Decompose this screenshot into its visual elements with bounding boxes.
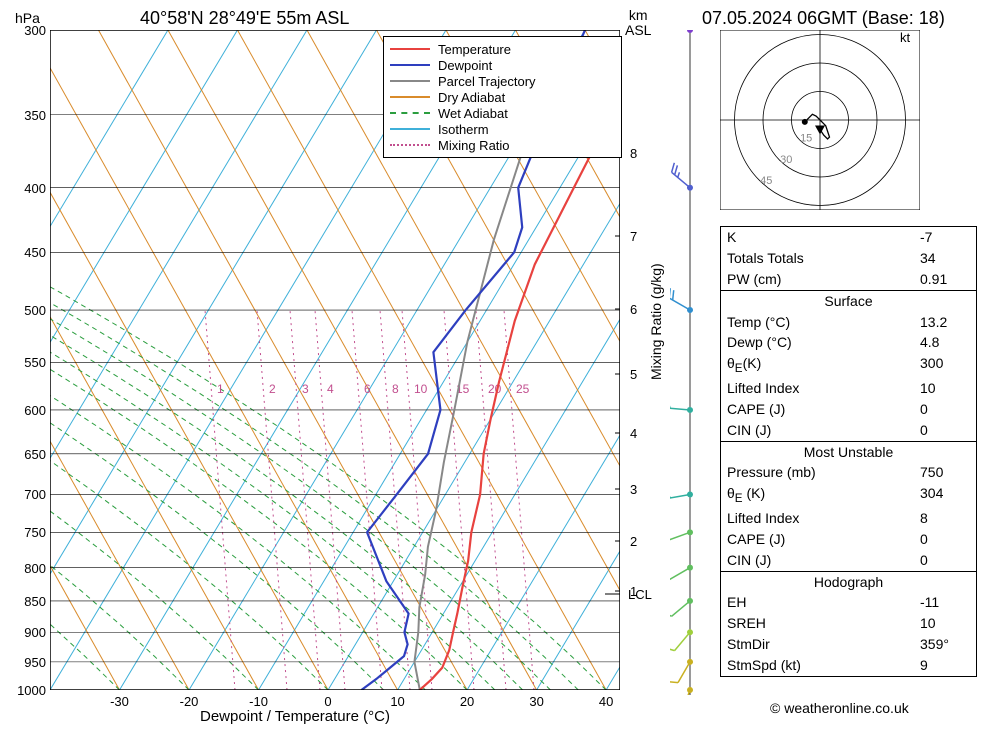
svg-text:25: 25 [516, 382, 530, 396]
xtick-temp: 0 [324, 694, 331, 709]
ytick-pressure: 500 [6, 303, 46, 318]
ytick-altitude: 8 [630, 146, 637, 161]
xtick-temp: 10 [390, 694, 404, 709]
ytick-pressure: 450 [6, 245, 46, 260]
xtick-temp: -30 [110, 694, 129, 709]
param-row: StmSpd (kt)9 [721, 655, 976, 676]
svg-text:10: 10 [414, 382, 428, 396]
param-row: CIN (J)0 [721, 420, 976, 441]
svg-text:1: 1 [217, 382, 224, 396]
ytick-altitude: 6 [630, 302, 637, 317]
ytick-altitude: 4 [630, 426, 637, 441]
xlabel: Dewpoint / Temperature (°C) [200, 708, 390, 725]
lcl-label: LCL [628, 587, 652, 602]
ytick-pressure: 650 [6, 447, 46, 462]
param-row: θE (K)304 [721, 483, 976, 508]
param-section-header: Surface [721, 290, 976, 312]
param-row: Lifted Index8 [721, 508, 976, 529]
svg-text:15: 15 [800, 132, 812, 144]
legend-item: Isotherm [390, 121, 615, 137]
ytick-pressure: 1000 [6, 683, 46, 698]
param-section-header: Most Unstable [721, 441, 976, 463]
ytick-pressure: 900 [6, 625, 46, 640]
ytick-pressure: 800 [6, 561, 46, 576]
svg-text:30: 30 [780, 154, 792, 166]
xtick-temp: 20 [460, 694, 474, 709]
svg-text:45: 45 [760, 175, 772, 187]
svg-text:3: 3 [302, 382, 309, 396]
svg-text:4: 4 [327, 382, 334, 396]
ytick-altitude: 2 [630, 534, 637, 549]
param-row: K-7 [721, 227, 976, 248]
legend-item: Mixing Ratio [390, 137, 615, 153]
param-row: Dewp (°C)4.8 [721, 332, 976, 353]
title-left: 40°58'N 28°49'E 55m ASL [140, 8, 349, 29]
ytick-pressure: 550 [6, 355, 46, 370]
param-row: Totals Totals34 [721, 248, 976, 269]
legend-item: Dewpoint [390, 57, 615, 73]
ytick-pressure: 950 [6, 655, 46, 670]
svg-text:6: 6 [364, 382, 371, 396]
param-row: Pressure (mb)750 [721, 462, 976, 483]
ytick-pressure: 850 [6, 594, 46, 609]
param-row: SREH10 [721, 613, 976, 634]
ylabel-right-km: kmASL [625, 8, 651, 39]
param-row: PW (cm)0.91 [721, 269, 976, 290]
ytick-pressure: 300 [6, 23, 46, 38]
param-row: CIN (J)0 [721, 550, 976, 571]
legend-item: Dry Adiabat [390, 89, 615, 105]
param-section-header: Hodograph [721, 571, 976, 593]
ytick-pressure: 750 [6, 525, 46, 540]
svg-text:2: 2 [269, 382, 276, 396]
ytick-altitude: 5 [630, 367, 637, 382]
param-row: CAPE (J)0 [721, 399, 976, 420]
copyright-text: © weatheronline.co.uk [770, 700, 909, 716]
ytick-pressure: 350 [6, 108, 46, 123]
parameters-table: K-7Totals Totals34PW (cm)0.91SurfaceTemp… [720, 226, 977, 677]
param-row: Lifted Index10 [721, 378, 976, 399]
wind-barb-column [670, 30, 710, 695]
legend-item: Parcel Trajectory [390, 73, 615, 89]
svg-text:8: 8 [392, 382, 399, 396]
ytick-altitude: 7 [630, 229, 637, 244]
legend-item: Wet Adiabat [390, 105, 615, 121]
chart-legend: TemperatureDewpointParcel TrajectoryDry … [383, 36, 622, 158]
ylabel-mixing-ratio: Mixing Ratio (g/kg) [648, 263, 664, 380]
param-row: θE(K)300 [721, 353, 976, 378]
param-row: StmDir359° [721, 634, 976, 655]
param-row: CAPE (J)0 [721, 529, 976, 550]
hodograph: 15 30 45 [720, 30, 920, 210]
title-right: 07.05.2024 06GMT (Base: 18) [702, 8, 945, 29]
ytick-pressure: 600 [6, 403, 46, 418]
legend-item: Temperature [390, 41, 615, 57]
ytick-pressure: 700 [6, 487, 46, 502]
xtick-temp: -20 [180, 694, 199, 709]
xtick-temp: 30 [529, 694, 543, 709]
param-row: Temp (°C)13.2 [721, 312, 976, 333]
ytick-altitude: 3 [630, 482, 637, 497]
param-row: EH-11 [721, 592, 976, 613]
xtick-temp: 40 [599, 694, 613, 709]
ytick-pressure: 400 [6, 181, 46, 196]
xtick-temp: -10 [249, 694, 268, 709]
